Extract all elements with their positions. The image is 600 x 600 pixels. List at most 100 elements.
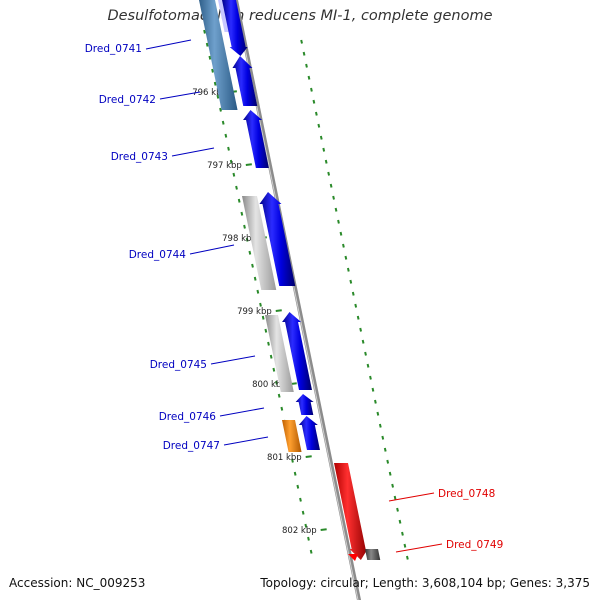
gc-dot	[406, 555, 409, 560]
gene-labels: Dred_0741 Dred_0742 Dred_0743 Dred_0744 Dred…	[85, 39, 503, 553]
scale-tick	[305, 455, 312, 458]
gc-dot	[339, 231, 343, 236]
track-dot	[261, 315, 265, 320]
gc-dot	[312, 99, 316, 104]
gc-dot	[403, 543, 407, 548]
track-dot	[232, 172, 236, 177]
gene-dred-0749-homolog[interactable]	[365, 549, 381, 560]
gc-dot	[359, 327, 363, 332]
gene-dred-0747-homolog[interactable]	[282, 420, 302, 452]
track-dot	[259, 302, 262, 307]
track-dot	[251, 263, 254, 268]
gc-dot	[386, 459, 390, 464]
gene-dred-0748[interactable]	[334, 463, 368, 560]
gene-dred-0746[interactable]	[295, 394, 314, 415]
track-dot	[213, 81, 217, 86]
gene-dred-0747[interactable]	[298, 416, 320, 450]
gc-dot	[346, 267, 350, 272]
gc-dot	[388, 471, 392, 476]
track-dot	[309, 549, 313, 554]
accession-text: Accession: NC_009253	[9, 576, 146, 590]
gc-dot	[319, 135, 323, 140]
gene-label-dred-0742[interactable]: Dred_0742	[99, 94, 156, 106]
gene-label-leader	[210, 355, 256, 365]
gc-dot	[324, 159, 328, 164]
gene-label-leader	[388, 492, 435, 502]
track-dot	[208, 55, 212, 60]
gene-dred-0743[interactable]	[243, 110, 269, 168]
gc-dot	[376, 411, 380, 416]
track-dot	[205, 42, 209, 47]
gc-content-track	[203, 29, 409, 560]
track-dot	[304, 523, 308, 528]
gc-dot	[396, 507, 399, 512]
scale-tick-label: 799 kbp	[237, 307, 272, 317]
track-dot	[248, 250, 252, 255]
track-dot	[243, 224, 246, 229]
track-dot	[256, 289, 260, 294]
gene-label-dred-0744[interactable]: Dred_0744	[129, 249, 187, 261]
track-dot	[216, 94, 220, 99]
gene-dred-0742[interactable]	[232, 56, 258, 106]
track-dot	[299, 497, 302, 502]
gene-label-dred-0743[interactable]: Dred_0743	[111, 151, 168, 163]
track-dot	[240, 211, 244, 216]
gc-dot	[334, 207, 338, 212]
gene-dred-0741-homolog[interactable]	[199, 0, 238, 110]
gc-dot	[369, 375, 372, 380]
gc-dot	[371, 387, 375, 392]
gene-dred-0741[interactable]	[222, 0, 248, 56]
gc-dot	[374, 399, 377, 404]
gene-dred-0745[interactable]	[282, 312, 312, 390]
gc-dot	[366, 363, 370, 368]
scale-tick-label: 801 kbp	[267, 453, 302, 463]
track-dot	[227, 146, 230, 151]
scale-tick-label: 800 kbp	[252, 380, 287, 390]
track-dot	[237, 198, 241, 203]
gc-dot	[383, 447, 387, 452]
gene-label-dred-0748[interactable]: Dred_0748	[438, 488, 495, 500]
gc-dot	[322, 147, 326, 152]
gene-label-leader	[223, 436, 269, 446]
gene-label-dred-0745[interactable]: Dred_0745	[150, 359, 207, 371]
gene-label-dred-0749[interactable]: Dred_0749	[446, 539, 503, 551]
gene-dred-0745-homolog[interactable]	[265, 315, 294, 392]
gc-dot	[354, 303, 358, 308]
gene-dred-0744[interactable]	[259, 192, 296, 286]
track-dot	[296, 484, 300, 489]
gc-dot	[364, 351, 367, 356]
topology-text: Topology: circular; Length: 3,608,104 bp…	[260, 576, 590, 590]
gene-label-dred-0741[interactable]: Dred_0741	[85, 43, 142, 55]
gene-label-dred-0746[interactable]: Dred_0746	[159, 411, 217, 423]
gc-dot	[398, 519, 402, 524]
scale-tick-label: 796 kbp	[192, 88, 227, 98]
gene-dred-0749[interactable]	[348, 554, 358, 561]
gene-dred-0744-homolog[interactable]	[242, 196, 277, 290]
gene-label-leader	[189, 244, 235, 255]
scale-tick-label: 797 kbp	[207, 161, 242, 171]
gene-label-dred-0747[interactable]: Dred_0747	[163, 440, 220, 452]
scale-tick	[245, 163, 252, 166]
gene-label-leader	[219, 407, 265, 417]
gc-dot	[361, 339, 365, 344]
gc-dot	[393, 495, 397, 500]
track-dot	[245, 237, 249, 242]
gc-dot	[305, 63, 308, 68]
gene-label-leader	[171, 147, 215, 157]
gc-dot	[300, 39, 303, 44]
gene-label-leader	[145, 39, 192, 50]
backbone-line	[233, 0, 362, 600]
gc-dot	[302, 51, 306, 56]
gene-label-leader	[395, 543, 443, 553]
gc-dot	[332, 195, 335, 200]
gc-dot	[310, 87, 313, 92]
gc-dot	[381, 435, 385, 440]
scale-tick-label: 802 kbp	[282, 526, 317, 536]
track-dot	[229, 159, 233, 164]
scale-tick	[275, 309, 282, 312]
gc-dot	[391, 483, 394, 488]
track-dot	[275, 380, 278, 385]
track-dot	[253, 276, 257, 281]
track-dot	[211, 68, 214, 73]
